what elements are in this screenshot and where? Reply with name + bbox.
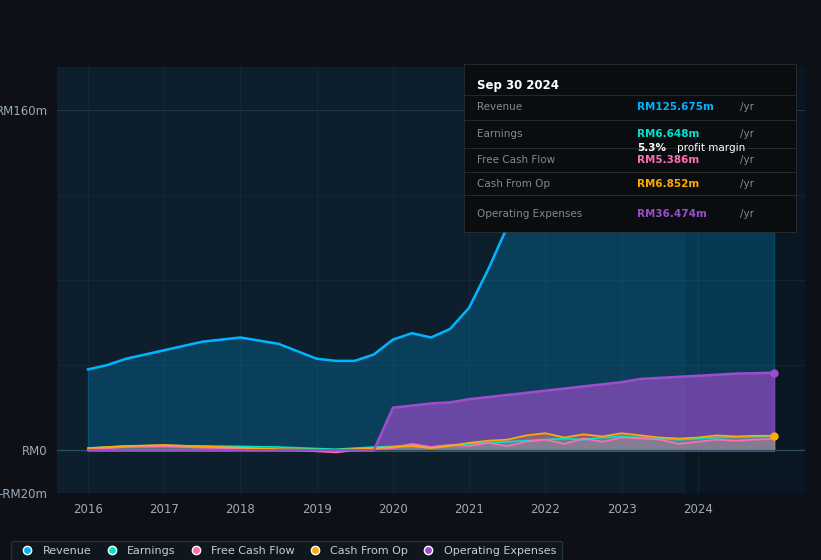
Text: Sep 30 2024: Sep 30 2024 [477,78,559,92]
Text: /yr: /yr [740,129,754,139]
Text: RM125.675m: RM125.675m [637,102,713,112]
Bar [686,67,805,493]
Text: RM36.474m: RM36.474m [637,209,707,219]
Text: /yr: /yr [740,209,754,219]
Text: Cash From Op: Cash From Op [477,179,550,189]
Text: Operating Expenses: Operating Expenses [477,209,582,219]
Text: 5.3%: 5.3% [637,143,666,152]
Text: RM6.852m: RM6.852m [637,179,699,189]
Text: Earnings: Earnings [477,129,523,139]
Text: Free Cash Flow: Free Cash Flow [477,155,555,165]
Text: profit margin: profit margin [677,143,745,152]
Text: RM6.648m: RM6.648m [637,129,699,139]
Legend: Revenue, Earnings, Free Cash Flow, Cash From Op, Operating Expenses: Revenue, Earnings, Free Cash Flow, Cash … [11,540,562,560]
Text: /yr: /yr [740,155,754,165]
Text: /yr: /yr [740,179,754,189]
Text: Revenue: Revenue [477,102,522,112]
Text: RM5.386m: RM5.386m [637,155,699,165]
Text: /yr: /yr [740,102,754,112]
